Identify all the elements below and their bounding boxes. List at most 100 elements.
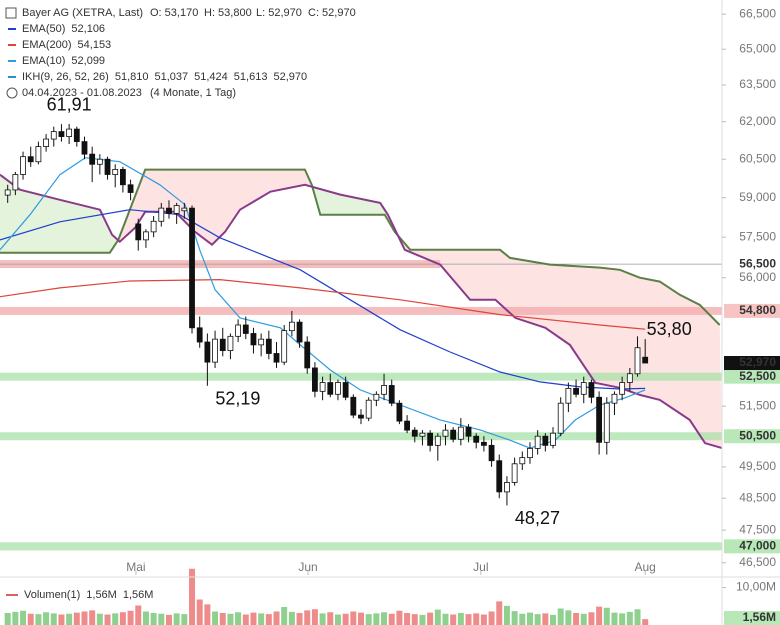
volume-bar (358, 612, 364, 625)
volume-bar (119, 612, 126, 625)
candle-body (527, 448, 533, 459)
candle-body (242, 324, 249, 334)
volume-bar (235, 612, 242, 625)
candle-body (388, 385, 395, 404)
volume-bar (296, 613, 303, 625)
candle-body (235, 324, 242, 337)
volume: 10,00M 1,56M Volumen(1) 1,56M 1,56M (4, 568, 780, 625)
candle-body (166, 207, 172, 214)
ohlc-high: H: 53,800 (204, 7, 252, 19)
candle-body (112, 168, 119, 175)
candle-body (419, 432, 426, 437)
candle-body (296, 321, 303, 343)
candle-body (219, 338, 226, 352)
volume-bar (58, 614, 65, 625)
candle-body (89, 153, 96, 165)
volume-bar (258, 613, 265, 625)
candle-body (603, 402, 610, 443)
candle-body (457, 426, 464, 440)
y-tick-label: 65,000 (739, 41, 776, 55)
volume-bar (596, 606, 603, 625)
volume-bar (373, 613, 380, 625)
volume-bar (227, 613, 234, 625)
candle-body (557, 402, 564, 434)
candle-body (381, 385, 387, 395)
volume-bar (588, 612, 595, 625)
candle-body (96, 158, 103, 165)
volume-bar (165, 614, 172, 625)
last-box (724, 356, 780, 371)
candle-body (135, 223, 142, 241)
candle-body (450, 429, 457, 440)
volume-bar (89, 610, 96, 625)
level-band (0, 432, 722, 441)
candle-body (596, 396, 603, 443)
volume-bar (411, 614, 418, 625)
lines (0, 157, 722, 450)
candle-body (350, 396, 357, 416)
candle-body (66, 128, 73, 137)
candle-body (634, 347, 641, 375)
legend-value: 52,106 (71, 23, 105, 35)
candle-body (534, 435, 541, 449)
volume-bar (219, 613, 226, 625)
legend-value: 51,037 (154, 71, 188, 83)
chart-title: Bayer AG (XETRA, Last) (22, 7, 143, 19)
candle-body (473, 435, 480, 443)
volume-bar (580, 613, 587, 625)
volume-bar (327, 612, 334, 625)
volume-bar (112, 613, 119, 625)
legend-name: EMA(10) (22, 55, 65, 67)
candle-body (611, 393, 618, 404)
level-label: 52,500 (739, 369, 776, 383)
volume-bar (642, 619, 649, 625)
candle-body (196, 327, 203, 343)
level-label: 47,000 (739, 539, 776, 553)
legend-value: 52,970 (273, 71, 307, 83)
volume-bar (189, 568, 196, 625)
chart-icon (5, 7, 17, 19)
candle-body (181, 207, 188, 212)
period: (4 Monate, 1 Tag) (150, 87, 236, 99)
volume-bar (342, 613, 349, 625)
volume-bar (35, 614, 42, 625)
candle-body (304, 341, 311, 369)
volume-bar (457, 613, 464, 625)
candle-body (580, 382, 587, 395)
candle-body (335, 382, 341, 395)
level-box (724, 539, 780, 554)
candle-body (365, 399, 372, 419)
y-tick-label: 10,00M (736, 580, 776, 594)
volume-bar (450, 614, 457, 625)
y-tick-label: 56,000 (739, 270, 776, 284)
ichimoku-span (0, 173, 722, 450)
candle-body (265, 338, 272, 354)
candle-body (465, 426, 472, 437)
legend-value: 1,56M (86, 589, 117, 601)
candle-body (396, 402, 403, 422)
candle-body (427, 432, 434, 446)
clock-icon (6, 87, 18, 99)
candle-body (404, 420, 410, 431)
candle-body (81, 141, 88, 155)
legend-name: EMA(200) (22, 39, 72, 51)
date-range: 04.04.2023 - 01.08.2023 (22, 87, 142, 99)
volume-bar (396, 610, 403, 625)
candle-body (104, 158, 111, 175)
x-tick-label: Aug (635, 560, 656, 574)
volume-last-box (724, 611, 780, 625)
candles: 61,91 52,19 48,27 53,80 (4, 95, 692, 528)
y-tick-label: 51,500 (739, 398, 776, 412)
volume-bar (142, 611, 149, 625)
legend-value: 51,613 (234, 71, 268, 83)
volume-bar (573, 613, 580, 625)
candle-body (73, 128, 80, 142)
volume-bar (626, 611, 633, 625)
candle-body (626, 373, 633, 383)
candle-body (288, 321, 295, 332)
volume-bar (204, 604, 211, 625)
volume-bar (550, 614, 557, 625)
level-box (724, 303, 780, 318)
level-band (0, 542, 722, 551)
